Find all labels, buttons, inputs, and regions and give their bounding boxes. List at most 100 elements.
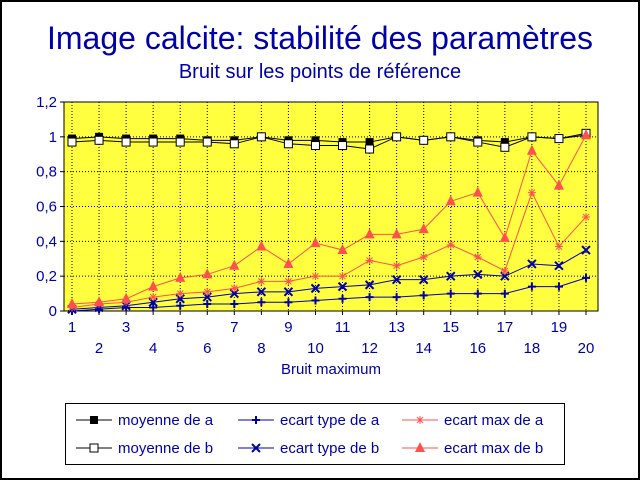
chart-subtitle: Bruit sur les points de référence: [178, 61, 462, 83]
data-point-ecart-type-de-b: [310, 283, 321, 294]
data-point-ecart-max-de-a: [392, 261, 401, 270]
x-tick-label: 17: [496, 319, 513, 336]
data-point-moyenne-de-b: [202, 137, 212, 147]
data-point-moyenne-de-b: [283, 139, 293, 149]
data-point-ecart-max-de-a: [338, 272, 347, 281]
data-point-ecart-max-de-a: [176, 289, 185, 298]
data-point-moyenne-de-a: [365, 138, 374, 147]
x-tick-label: 15: [442, 319, 459, 336]
x-tick-label: 16: [469, 340, 486, 357]
series-line-ecart-type-de-b: [71, 249, 587, 310]
data-point-moyenne-de-b: [527, 132, 537, 142]
data-point-ecart-max-de-a: [527, 188, 536, 197]
data-point-ecart-max-de-a: [257, 277, 266, 286]
legend-swatch-moyenne-de-a: [76, 416, 112, 424]
data-point-ecart-max-de-b: [472, 186, 483, 197]
data-point-ecart-type-de-b: [364, 280, 375, 290]
legend-swatch-ecart-type-de-a: [238, 416, 274, 424]
x-tick-label: 14: [415, 340, 432, 357]
y-tick-label: 0,2: [36, 268, 57, 285]
data-point-ecart-type-de-a: [419, 291, 428, 300]
legend-item-ecart-max-de-b: ecart max de b: [402, 438, 543, 458]
legend-label-ecart-type-de-a: ecart type de a: [280, 411, 380, 429]
legend-swatch-ecart-max-de-b: [402, 442, 438, 452]
data-point-ecart-max-de-b: [310, 237, 321, 248]
series-line-ecart-type-de-a: [71, 277, 587, 312]
x-tick-label: 4: [149, 340, 157, 357]
data-point-moyenne-de-b: [148, 137, 158, 147]
data-point-ecart-type-de-a: [230, 300, 239, 309]
legend-item-moyenne-de-b: moyenne de b: [76, 438, 213, 458]
legend-swatch-ecart-max-de-a: [402, 416, 438, 424]
x-tick-label: 12: [361, 340, 378, 357]
y-tick-label: 0,6: [36, 199, 57, 216]
legend-swatch-moyenne-de-b: [76, 443, 112, 453]
data-point-ecart-max-de-b: [67, 298, 77, 309]
data-point-ecart-type-de-a: [203, 300, 212, 309]
data-point-ecart-type-de-b: [256, 287, 267, 297]
data-point-ecart-max-de-a: [582, 212, 590, 221]
data-point-ecart-type-de-a: [392, 293, 401, 302]
data-point-ecart-type-de-a: [149, 303, 158, 312]
data-point-ecart-max-de-b: [553, 179, 564, 190]
x-axis-title: Bruit maximum: [281, 361, 381, 378]
legend-label-moyenne-de-a: moyenne de a: [118, 411, 214, 429]
legend-item-ecart-type-de-a: ecart type de a: [238, 410, 379, 430]
data-point-ecart-max-de-a: [203, 287, 212, 296]
data-point-moyenne-de-b: [446, 132, 456, 142]
y-tick-label: 0: [49, 303, 57, 320]
legend-item-moyenne-de-a: moyenne de a: [76, 410, 213, 430]
y-tick-label: 0,8: [36, 164, 57, 181]
data-point-ecart-type-de-b: [337, 281, 348, 292]
x-tick-label: 1: [68, 319, 76, 336]
data-point-ecart-type-de-a: [176, 301, 185, 310]
data-point-ecart-max-de-a: [419, 253, 428, 262]
data-point-moyenne-de-b: [473, 137, 483, 147]
legend-label-moyenne-de-b: moyenne de b: [118, 439, 214, 457]
data-point-moyenne-de-b: [554, 134, 564, 144]
data-point-ecart-max-de-a: [473, 253, 482, 262]
data-point-moyenne-de-b: [392, 132, 402, 142]
y-tick-label: 0,4: [36, 233, 57, 250]
data-point-ecart-max-de-b: [94, 296, 105, 307]
data-point-ecart-type-de-b: [581, 245, 591, 255]
series-ecart-type-de-a: [68, 273, 590, 315]
x-tick-label: 3: [122, 319, 130, 336]
legend-label-ecart-type-de-b: ecart type de b: [280, 439, 380, 457]
x-tick-label: 8: [257, 340, 265, 357]
x-tick-label: 18: [524, 340, 541, 357]
chart-title: Image calcite: stabilité des paramètres: [46, 20, 594, 56]
data-point-ecart-type-de-b: [446, 271, 456, 281]
data-point-ecart-type-de-a: [338, 294, 347, 303]
data-point-moyenne-de-b: [256, 132, 266, 142]
data-point-ecart-max-de-a: [446, 240, 455, 249]
data-point-moyenne-de-b: [67, 137, 77, 147]
data-point-moyenne-de-b: [419, 135, 429, 145]
data-point-ecart-max-de-b: [229, 259, 240, 270]
legend-marker: [89, 443, 99, 453]
chart-legend: moyenne de a moyenne de b ecart type de …: [65, 403, 565, 465]
series-line-ecart-max-de-a: [71, 191, 587, 309]
legend-marker: [415, 442, 425, 452]
data-point-ecart-type-de-a: [446, 289, 455, 298]
legend-item-ecart-max-de-a: ecart max de a: [402, 410, 543, 430]
data-point-ecart-type-de-a: [500, 289, 509, 298]
series-line-ecart-max-de-b: [71, 134, 587, 305]
data-point-ecart-max-de-b: [391, 228, 402, 239]
data-point-ecart-type-de-a: [554, 282, 563, 291]
data-point-ecart-type-de-a: [527, 282, 536, 291]
data-point-moyenne-de-a: [500, 138, 509, 147]
legend-marker: [251, 443, 261, 453]
data-point-ecart-type-de-b: [473, 269, 483, 280]
data-point-ecart-max-de-b: [445, 195, 456, 206]
data-point-moyenne-de-b: [175, 137, 185, 147]
x-tick-label: 6: [203, 340, 211, 357]
data-point-moyenne-de-b: [121, 137, 131, 147]
data-point-ecart-type-de-a: [311, 296, 320, 305]
x-tick-label: 2: [95, 340, 103, 357]
data-point-ecart-max-de-b: [256, 240, 267, 251]
data-point-ecart-max-de-b: [175, 271, 186, 282]
data-point-moyenne-de-b: [365, 144, 375, 154]
data-point-moyenne-de-b: [500, 142, 510, 152]
